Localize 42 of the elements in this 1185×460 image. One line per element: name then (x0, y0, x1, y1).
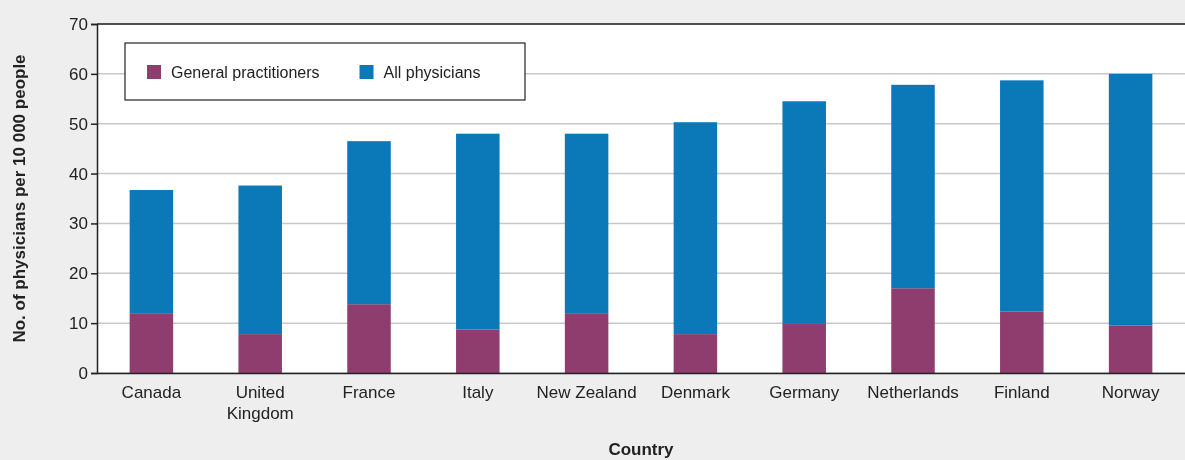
y-tick-label: 20 (69, 264, 88, 284)
bar (1108, 73, 1153, 326)
bar (456, 329, 500, 373)
y-axis-title: No. of physicians per 10 000 people (10, 54, 29, 343)
bar (129, 190, 174, 314)
bar (1000, 80, 1044, 312)
x-tick-label: United Kingdom (226, 383, 294, 423)
x-tick-label: New Zealand (536, 383, 637, 403)
y-tick-label: 30 (69, 214, 88, 234)
bar (347, 141, 391, 305)
y-tick-label: 0 (78, 363, 88, 383)
x-tick-label: Germany (769, 383, 840, 403)
x-tick-label: Netherlands (867, 383, 959, 403)
bar (238, 334, 282, 373)
y-tick-label: 70 (69, 14, 88, 34)
y-tick-label: 50 (69, 114, 88, 134)
bar (347, 304, 391, 373)
bar (564, 313, 609, 373)
x-tick-label: Finland (993, 383, 1050, 403)
bar (129, 313, 174, 373)
legend-label: All physicians (383, 64, 481, 81)
x-tick-label: Canada (121, 383, 182, 403)
legend-label: General practitioners (171, 64, 320, 81)
y-tick-label: 60 (69, 64, 88, 84)
x-tick-label: Italy (462, 383, 494, 403)
bar (782, 323, 826, 373)
x-tick-label: Norway (1101, 383, 1160, 403)
bar (673, 122, 718, 335)
bar (238, 185, 282, 335)
y-tick-label: 40 (69, 164, 88, 184)
bar (782, 101, 826, 324)
bar (456, 133, 500, 330)
y-tick-label: 10 (69, 314, 88, 334)
bar (1000, 311, 1044, 373)
bar (891, 288, 935, 373)
x-tick-label: Denmark (660, 383, 731, 403)
bar (673, 334, 718, 373)
x-tick-label: France (342, 383, 396, 403)
x-axis-title: Country (608, 440, 675, 459)
bar (891, 84, 935, 289)
bar (1108, 325, 1153, 373)
bar (564, 133, 609, 314)
